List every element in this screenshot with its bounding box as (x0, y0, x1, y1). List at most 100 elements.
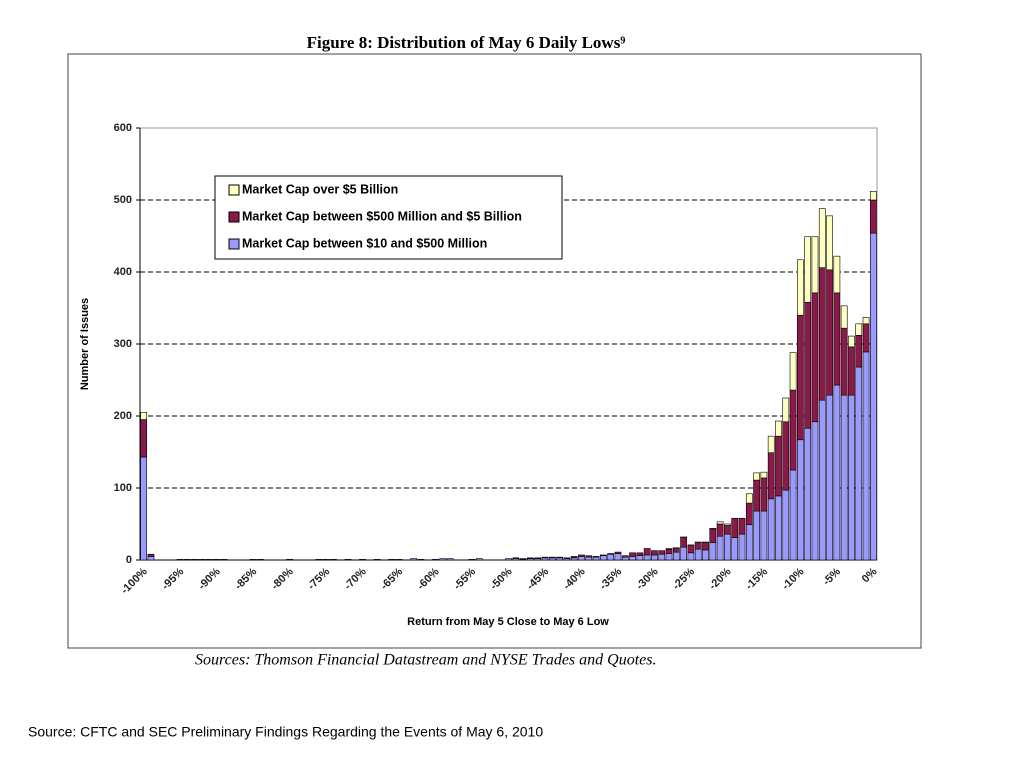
x-tick-label: -60% (415, 566, 442, 593)
bar-segment (665, 548, 673, 550)
footer: Source: CFTC and SEC Preliminary Finding… (28, 724, 543, 740)
legend-label: Market Cap between $10 and $500 Million (242, 236, 487, 250)
bar-segment (745, 524, 753, 561)
bar-segment (694, 541, 702, 544)
bar-segment (680, 536, 687, 538)
x-axis-title: Return from May 5 Close to May 6 Low (407, 616, 609, 628)
x-tick-label: 0% (860, 566, 880, 586)
bar-segment (257, 558, 264, 561)
bar-segment (797, 259, 804, 316)
bar-segment (745, 502, 753, 526)
legend-label: Market Cap over $5 Billion (242, 182, 398, 196)
bar-segment (330, 558, 337, 561)
x-tick-label: -5% (821, 566, 843, 588)
bar-segment (548, 557, 556, 561)
bar-segment (797, 439, 804, 561)
bar-segment (665, 553, 673, 561)
bar-segment (869, 191, 877, 201)
x-tick-label: -45% (525, 566, 552, 593)
bar-segment (767, 498, 775, 561)
bar-segment (862, 317, 870, 325)
bar-segment (658, 553, 666, 561)
bar-segment (869, 199, 877, 234)
sources: Sources: Thomson Financial Datastream an… (195, 652, 656, 669)
bar-segment (184, 558, 191, 561)
bar-segment (140, 456, 148, 561)
bar-segment (738, 517, 746, 535)
bar-segment (782, 397, 790, 423)
x-tick-label: -15% (743, 566, 770, 593)
bar-segment (140, 419, 148, 458)
bar-segment (205, 558, 213, 561)
bar-segment (869, 232, 877, 561)
bar-segment (840, 394, 848, 561)
bar-segment (395, 558, 403, 561)
bar-segment (388, 558, 396, 561)
bar-segment (826, 215, 833, 271)
bar-segment (855, 323, 863, 336)
bar-segment (578, 556, 585, 561)
x-tick-label: -40% (561, 566, 588, 593)
bar-segment (702, 549, 709, 561)
bar-segment (855, 335, 863, 368)
bar-segment (556, 557, 563, 561)
bar-segment (446, 558, 454, 561)
bar-segment (439, 558, 447, 561)
bar-segment (775, 420, 782, 437)
bar-segment (760, 477, 768, 512)
bar-segment (760, 471, 768, 479)
x-tick-label: -90% (196, 566, 223, 593)
bar-segment (818, 399, 826, 561)
bar-segment (592, 556, 600, 558)
bar-segment (862, 351, 870, 561)
bar-segment (599, 554, 607, 556)
bar-segment (607, 553, 615, 561)
bar-segment (855, 366, 863, 561)
bar-segment (731, 517, 739, 538)
bar-segment (724, 523, 731, 526)
x-tick-label: -85% (233, 566, 260, 593)
y-tick-label: 600 (114, 122, 132, 134)
bar-segment (585, 556, 593, 561)
bar-segment (505, 558, 512, 561)
bar-segment (782, 421, 790, 491)
legend-swatch (228, 238, 240, 250)
bar-segment (585, 555, 593, 558)
bar-segment (220, 558, 228, 561)
bar-segment (680, 546, 687, 561)
bar-segment (687, 552, 695, 561)
y-tick-label: 500 (114, 194, 132, 206)
bar-segment (709, 542, 717, 561)
legend-label: Market Cap between $500 Million and $5 B… (242, 209, 522, 223)
bar-segment (315, 558, 323, 561)
x-tick-label: -10% (780, 566, 807, 593)
bar-segment (563, 557, 571, 559)
bar-segment (753, 479, 760, 512)
bar-segment (629, 552, 636, 557)
bar-segment (359, 558, 366, 561)
bar-segment (702, 541, 709, 544)
bar-segment (775, 435, 782, 497)
bar-segment (578, 554, 585, 557)
bar-segment (672, 551, 680, 561)
bar-segment (753, 510, 760, 561)
bar-segment (694, 548, 702, 561)
bar-segment (468, 558, 476, 561)
bar-segment (833, 255, 841, 294)
bar-segment (840, 327, 848, 396)
legend-swatch (228, 184, 240, 196)
bar-segment (731, 537, 739, 561)
x-tick-label: -50% (488, 566, 515, 593)
bar-segment (811, 292, 819, 423)
bar-segment (716, 521, 724, 525)
bar-segment (797, 314, 804, 441)
bar-segment (848, 394, 855, 561)
bar-segment (651, 554, 658, 561)
bar-segment (475, 558, 483, 561)
bar-segment (410, 558, 418, 561)
bar-segment (599, 555, 607, 561)
bar-segment (621, 555, 629, 558)
bar-segment (702, 542, 709, 551)
bar-segment (716, 523, 724, 537)
